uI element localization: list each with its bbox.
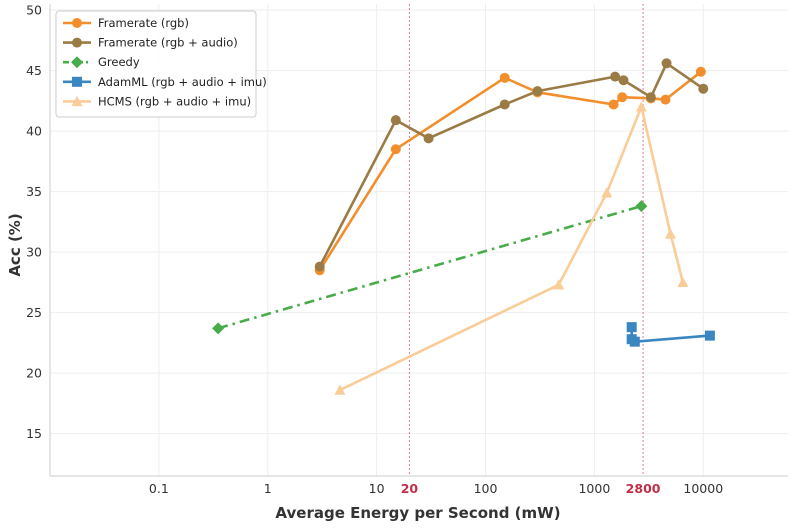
x-highlight-tick-label: 20 bbox=[401, 481, 419, 496]
data-point bbox=[390, 144, 401, 155]
x-tick-label: 10000 bbox=[683, 481, 723, 496]
highlight-lines bbox=[408, 4, 644, 476]
x-axis-label: Average Energy per Second (mW) bbox=[275, 504, 560, 522]
y-tick-label: 25 bbox=[26, 305, 42, 320]
data-point bbox=[635, 101, 647, 112]
data-point bbox=[635, 200, 648, 213]
series-line bbox=[339, 105, 685, 392]
x-tick-label: 1000 bbox=[578, 481, 610, 496]
series-line bbox=[318, 61, 705, 268]
x-highlight-tick-label: 2800 bbox=[626, 481, 661, 496]
legend-label: Framerate (rgb) bbox=[98, 16, 189, 30]
data-point bbox=[334, 384, 346, 395]
y-tick-label: 15 bbox=[26, 426, 42, 441]
x-tick-label: 0.1 bbox=[149, 481, 169, 496]
data-point bbox=[608, 99, 619, 110]
data-point bbox=[695, 66, 706, 77]
series-1 bbox=[314, 58, 709, 272]
y-tick-label: 50 bbox=[26, 3, 42, 18]
y-tick-label: 45 bbox=[26, 63, 42, 78]
legend-marker bbox=[72, 18, 82, 28]
y-tick-label: 20 bbox=[26, 366, 42, 381]
data-point bbox=[698, 83, 709, 94]
data-point bbox=[629, 336, 640, 347]
data-point bbox=[664, 228, 676, 239]
legend-marker bbox=[72, 76, 82, 87]
legend-entry: AdamML (rgb + audio + imu) bbox=[63, 75, 267, 89]
legend-entry: Framerate (rgb + audio) bbox=[63, 36, 238, 50]
data-point bbox=[212, 322, 225, 335]
legend-marker bbox=[72, 37, 82, 48]
legend-label: Framerate (rgb + audio) bbox=[98, 36, 238, 50]
legend-entry: HCMS (rgb + audio + imu) bbox=[63, 94, 251, 108]
legend-label: AdamML (rgb + audio + imu) bbox=[98, 75, 267, 89]
data-point bbox=[704, 330, 715, 341]
legend: Framerate (rgb) Framerate (rgb + audio) Gr… bbox=[55, 10, 267, 118]
data-point bbox=[532, 86, 543, 97]
data-point bbox=[645, 92, 656, 103]
y-tick-label: 30 bbox=[26, 245, 42, 260]
legend-entry: Framerate (rgb) bbox=[63, 16, 189, 30]
data-point bbox=[314, 261, 325, 272]
grid bbox=[50, 4, 788, 476]
y-tick-label: 35 bbox=[26, 184, 42, 199]
x-tick-label: 10 bbox=[369, 481, 385, 496]
data-point bbox=[499, 72, 510, 83]
series-2 bbox=[212, 200, 648, 335]
data-point bbox=[553, 279, 565, 290]
legend-label: Greedy bbox=[98, 55, 140, 69]
data-point bbox=[610, 71, 621, 82]
x-tick-label: 100 bbox=[474, 481, 498, 496]
data-point bbox=[660, 94, 671, 105]
data-point bbox=[601, 187, 613, 198]
data-point bbox=[661, 58, 672, 69]
y-tick-label: 40 bbox=[26, 124, 42, 139]
series-4 bbox=[334, 101, 689, 395]
x-tick-label: 1 bbox=[264, 481, 272, 496]
legend-marker bbox=[71, 95, 83, 107]
data-point bbox=[677, 276, 689, 288]
data-point bbox=[626, 322, 637, 333]
y-axis-label: Acc (%) bbox=[6, 213, 24, 276]
axes bbox=[49, 4, 788, 477]
data-point bbox=[618, 75, 629, 86]
data-point bbox=[499, 99, 510, 110]
data-point bbox=[390, 115, 401, 126]
data-point bbox=[617, 92, 628, 103]
series-line bbox=[217, 204, 642, 330]
legend-frame bbox=[55, 10, 257, 118]
legend-entry: Greedy bbox=[63, 55, 140, 69]
legend-marker bbox=[71, 56, 83, 69]
data-point bbox=[423, 133, 434, 144]
legend-label: HCMS (rgb + audio + imu) bbox=[98, 94, 251, 108]
series-3 bbox=[626, 322, 715, 347]
tick-labels: 0.1 1 10 100 1000 10000 20 2800 15 20 25 30 35 40 45 50 bbox=[26, 3, 723, 496]
series-layer bbox=[212, 58, 715, 395]
